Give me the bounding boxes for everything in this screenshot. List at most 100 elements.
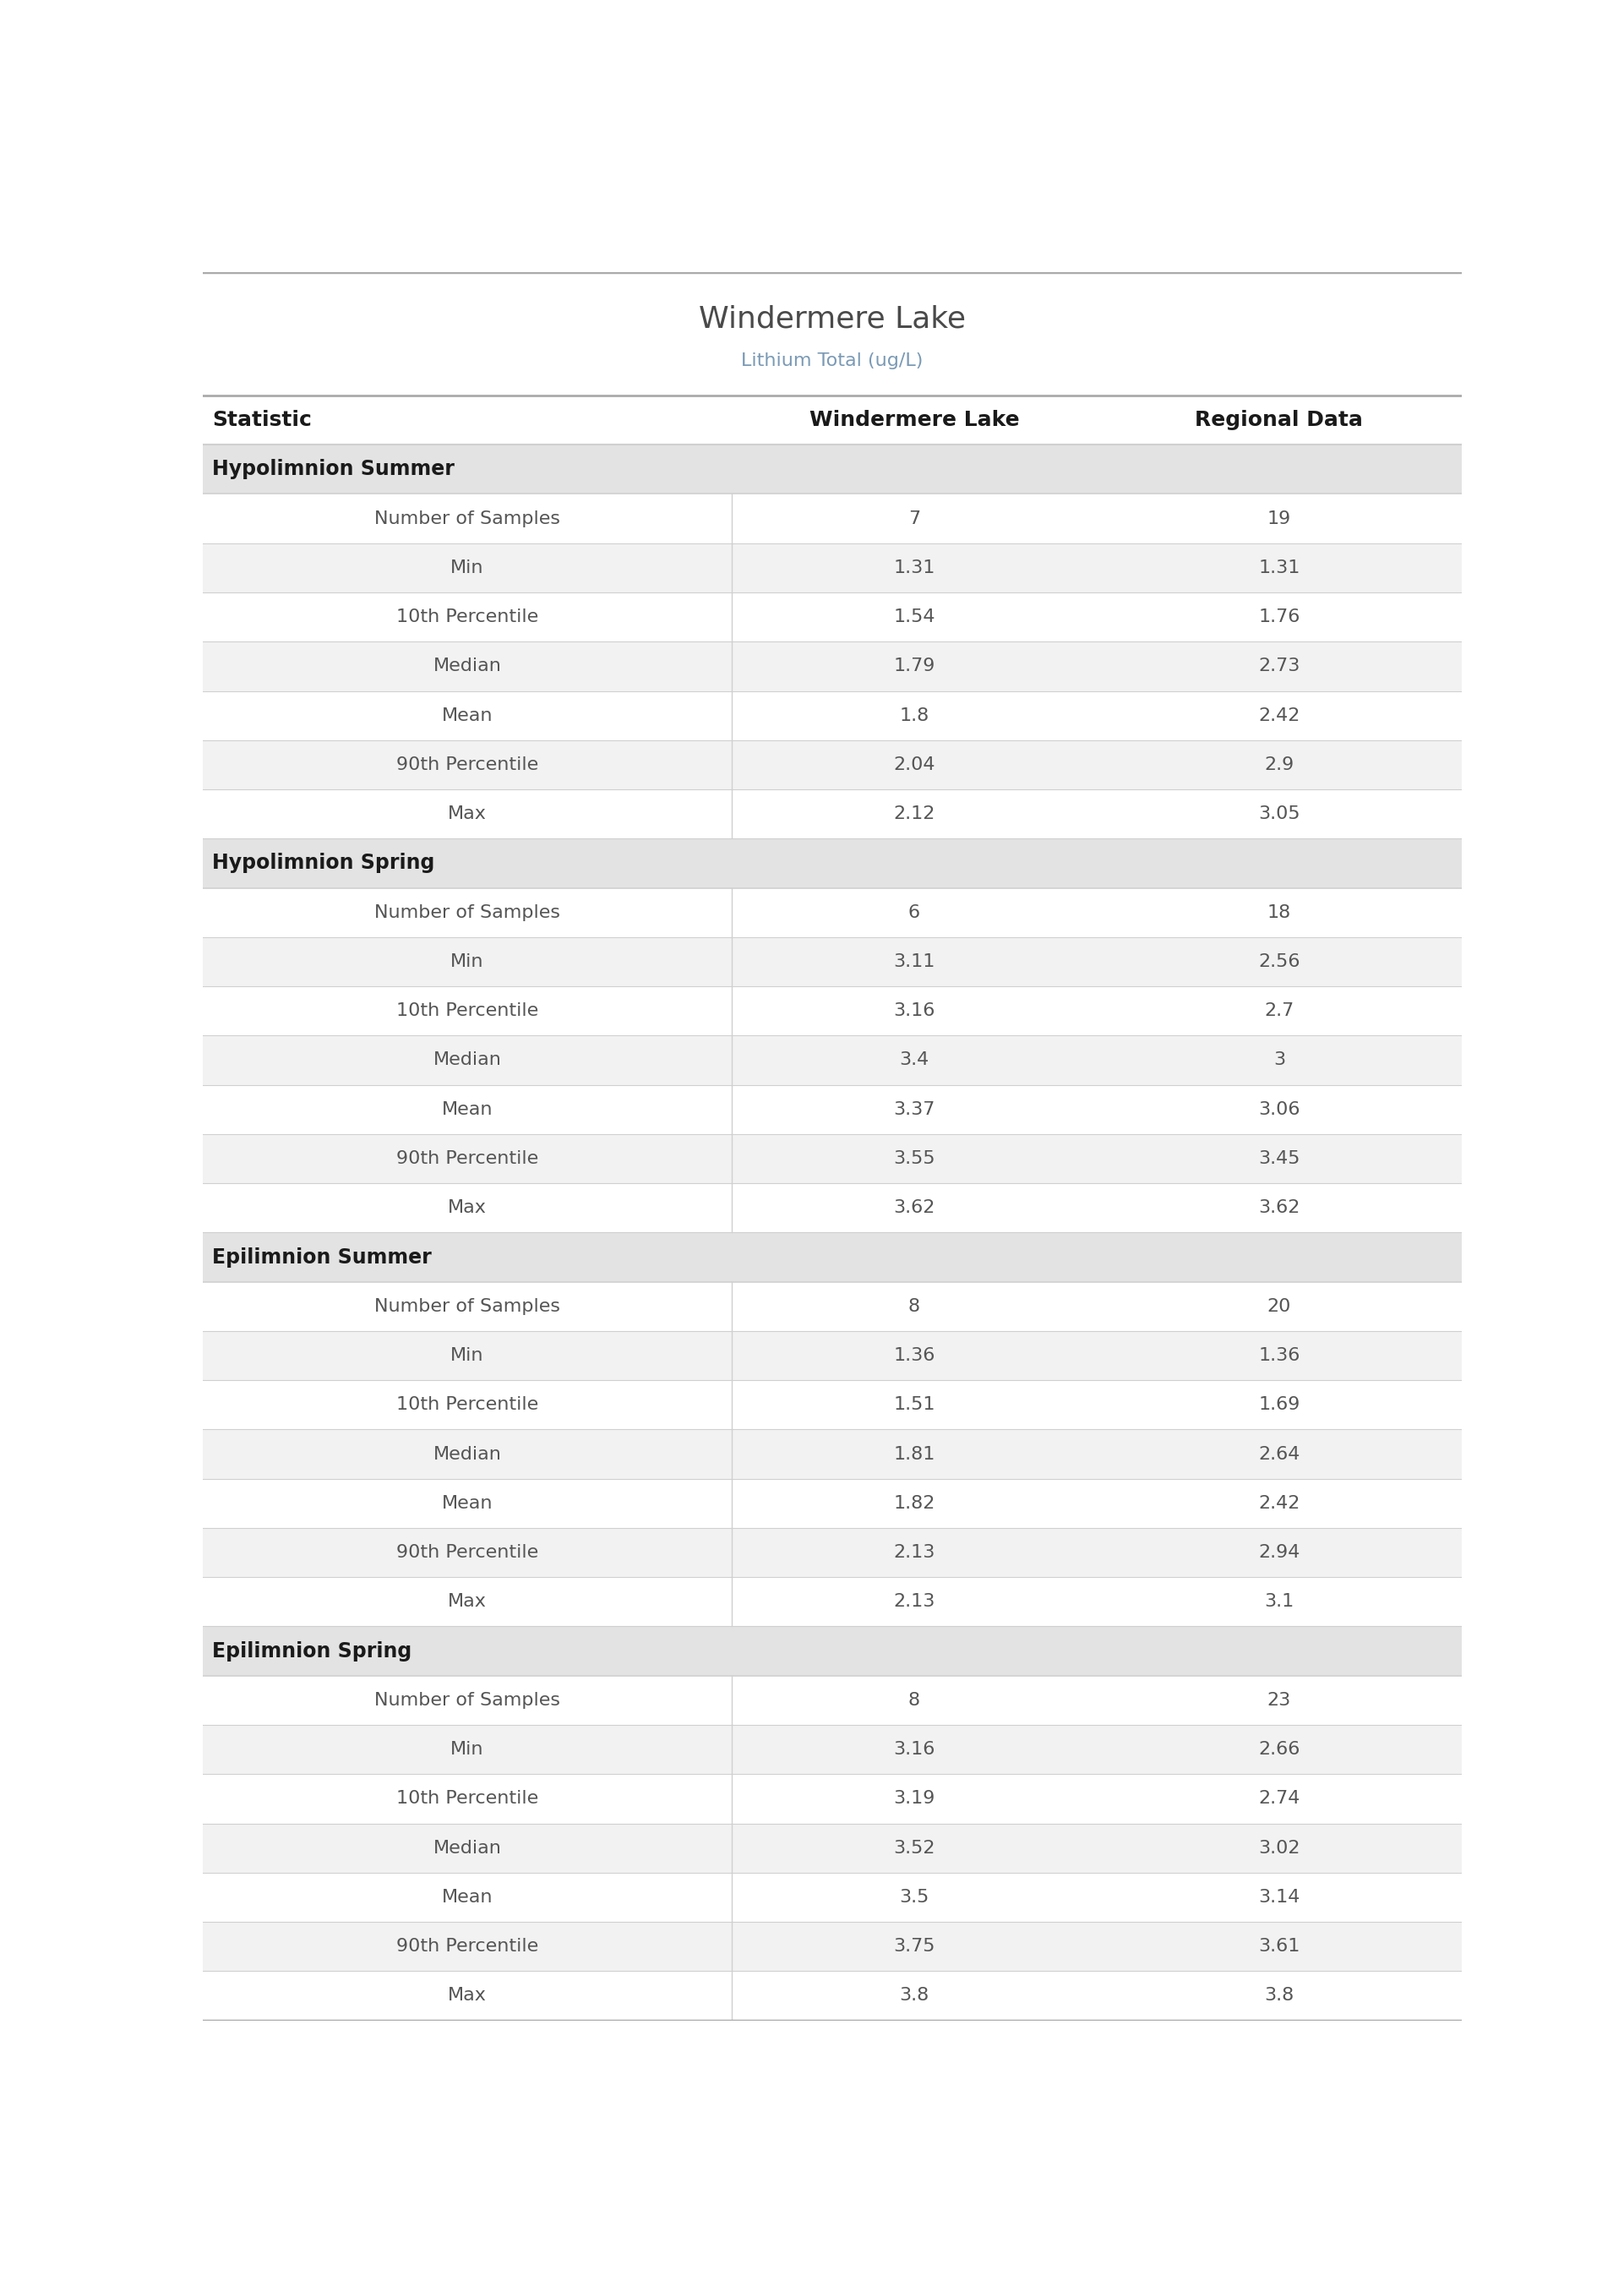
Text: 20: 20 [1267,1298,1291,1314]
Text: 1.8: 1.8 [900,706,929,724]
Text: 2.94: 2.94 [1259,1544,1299,1562]
Text: 1.51: 1.51 [893,1396,935,1414]
Text: 3.8: 3.8 [900,1986,929,2004]
Text: Windermere Lake: Windermere Lake [698,304,966,334]
Text: 3: 3 [1273,1051,1285,1069]
Bar [203,1085,1462,1135]
Text: 10th Percentile: 10th Percentile [396,1003,539,1019]
Text: 2.66: 2.66 [1259,1741,1299,1757]
Text: Hypolimnion Summer: Hypolimnion Summer [213,459,455,479]
Text: 3.45: 3.45 [1259,1151,1301,1167]
Text: 2.9: 2.9 [1263,756,1294,774]
Text: Mean: Mean [442,1889,492,1905]
Text: 10th Percentile: 10th Percentile [396,1791,539,1807]
Bar [203,272,1462,395]
Text: Mean: Mean [442,706,492,724]
Text: Statistic: Statistic [213,411,312,431]
Text: Max: Max [448,1986,487,2004]
Bar [203,1923,1462,1970]
Text: Mean: Mean [442,1496,492,1512]
Text: 2.04: 2.04 [893,756,935,774]
Text: 3.37: 3.37 [893,1101,935,1117]
Bar [203,495,1462,543]
Bar [203,1578,1462,1625]
Bar [203,1725,1462,1775]
Text: 3.05: 3.05 [1259,806,1301,822]
Bar [203,790,1462,838]
Text: Min: Min [450,1741,484,1757]
Text: Epilimnion Spring: Epilimnion Spring [213,1641,412,1662]
Bar [203,592,1462,642]
Text: Number of Samples: Number of Samples [375,511,560,527]
Bar [203,642,1462,690]
Text: 1.36: 1.36 [893,1346,935,1364]
Text: Hypolimnion Spring: Hypolimnion Spring [213,854,435,874]
Text: 10th Percentile: 10th Percentile [396,608,539,627]
Bar [203,1430,1462,1478]
Text: 1.69: 1.69 [1259,1396,1299,1414]
Text: Number of Samples: Number of Samples [375,1298,560,1314]
Bar [203,1330,1462,1380]
Text: 2.64: 2.64 [1259,1446,1299,1462]
Bar [203,1478,1462,1528]
Text: Epilimnion Summer: Epilimnion Summer [213,1246,432,1267]
Text: Max: Max [448,806,487,822]
Text: 90th Percentile: 90th Percentile [396,1939,539,1954]
Text: 7: 7 [908,511,921,527]
Text: 1.36: 1.36 [1259,1346,1299,1364]
Text: 2.13: 2.13 [893,1594,935,1609]
Bar [203,1625,1462,1675]
Text: 1.82: 1.82 [893,1496,935,1512]
Text: 3.19: 3.19 [893,1791,935,1807]
Text: 3.4: 3.4 [900,1051,929,1069]
Text: Max: Max [448,1199,487,1217]
Text: Min: Min [450,953,484,969]
Text: Number of Samples: Number of Samples [375,903,560,922]
Text: 3.8: 3.8 [1263,1986,1294,2004]
Bar [203,1775,1462,1823]
Text: 3.11: 3.11 [893,953,935,969]
Text: Min: Min [450,558,484,577]
Text: Mean: Mean [442,1101,492,1117]
Text: 3.06: 3.06 [1259,1101,1301,1117]
Bar [203,1528,1462,1578]
Bar [203,1380,1462,1430]
Text: Max: Max [448,1594,487,1609]
Text: 1.31: 1.31 [1259,558,1299,577]
Bar [203,1283,1462,1330]
Text: 2.74: 2.74 [1259,1791,1299,1807]
Text: 1.81: 1.81 [893,1446,935,1462]
Text: Median: Median [434,1839,502,1857]
Text: 3.52: 3.52 [893,1839,935,1857]
Bar [203,395,1462,445]
Text: 3.62: 3.62 [1259,1199,1299,1217]
Bar [203,543,1462,592]
Bar [203,1970,1462,2020]
Bar [203,938,1462,987]
Text: 6: 6 [908,903,921,922]
Text: Median: Median [434,1446,502,1462]
Bar [203,838,1462,888]
Bar [203,888,1462,938]
Text: 2.56: 2.56 [1259,953,1301,969]
Text: 2.42: 2.42 [1259,1496,1299,1512]
Text: 3.1: 3.1 [1263,1594,1294,1609]
Bar [203,445,1462,495]
Text: 3.75: 3.75 [893,1939,935,1954]
Text: 8: 8 [908,1691,921,1709]
Bar [203,1233,1462,1283]
Bar [203,1873,1462,1923]
Text: 3.02: 3.02 [1259,1839,1301,1857]
Text: 1.76: 1.76 [1259,608,1299,627]
Text: 3.61: 3.61 [1259,1939,1299,1954]
Bar [203,987,1462,1035]
Text: 2.7: 2.7 [1263,1003,1294,1019]
Text: 18: 18 [1267,903,1291,922]
Bar [203,1135,1462,1183]
Text: 3.14: 3.14 [1259,1889,1299,1905]
Text: 90th Percentile: 90th Percentile [396,1544,539,1562]
Bar [203,1035,1462,1085]
Text: 2.12: 2.12 [893,806,935,822]
Text: 2.13: 2.13 [893,1544,935,1562]
Text: 90th Percentile: 90th Percentile [396,1151,539,1167]
